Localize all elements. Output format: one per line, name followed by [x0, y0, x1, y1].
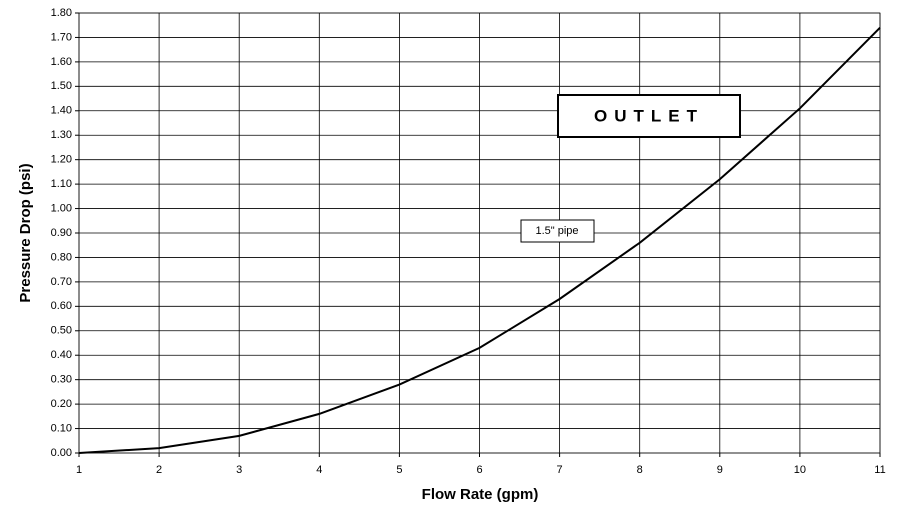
y-tick-label: 1.80 [51, 7, 72, 19]
y-tick-label: 0.00 [51, 447, 72, 459]
x-tick-label: 10 [794, 464, 806, 476]
y-tick-label: 1.00 [51, 202, 72, 214]
x-tick-label: 5 [396, 464, 402, 476]
annotation-box [557, 94, 741, 138]
x-tick-label: 8 [637, 464, 643, 476]
x-tick-label: 4 [316, 464, 322, 476]
y-tick-label: 0.90 [51, 227, 72, 239]
y-tick-label: 0.10 [51, 422, 72, 434]
y-axis-label: Pressure Drop (psi) [17, 163, 34, 302]
y-tick-label: 0.30 [51, 374, 72, 386]
y-tick-label: 0.70 [51, 276, 72, 288]
x-tick-label: 11 [874, 464, 885, 476]
y-tick-label: 0.40 [51, 349, 72, 361]
x-tick-label: 3 [236, 464, 242, 476]
annotation: 1.5" pipe [535, 225, 578, 237]
y-tick-label: 1.40 [51, 105, 72, 117]
y-tick-label: 1.30 [51, 129, 72, 141]
y-tick-label: 1.60 [51, 56, 72, 68]
x-tick-label: 1 [76, 464, 82, 476]
y-tick-label: 1.10 [51, 178, 72, 190]
y-tick-label: 1.70 [51, 31, 72, 43]
y-tick-label: 0.50 [51, 325, 72, 337]
x-tick-label: 2 [156, 464, 162, 476]
annotation-box [520, 219, 595, 243]
annotation: OUTLET [594, 106, 704, 125]
y-tick-label: 0.20 [51, 398, 72, 410]
y-tick-label: 1.50 [51, 80, 72, 92]
x-axis-label: Flow Rate (gpm) [422, 486, 539, 503]
x-tick-label: 6 [476, 464, 482, 476]
x-tick-label: 9 [717, 464, 723, 476]
x-tick-label: 7 [557, 464, 563, 476]
y-tick-label: 1.20 [51, 154, 72, 166]
y-tick-label: 0.60 [51, 300, 72, 312]
y-tick-label: 0.80 [51, 251, 72, 263]
line-series [78, 26, 881, 454]
